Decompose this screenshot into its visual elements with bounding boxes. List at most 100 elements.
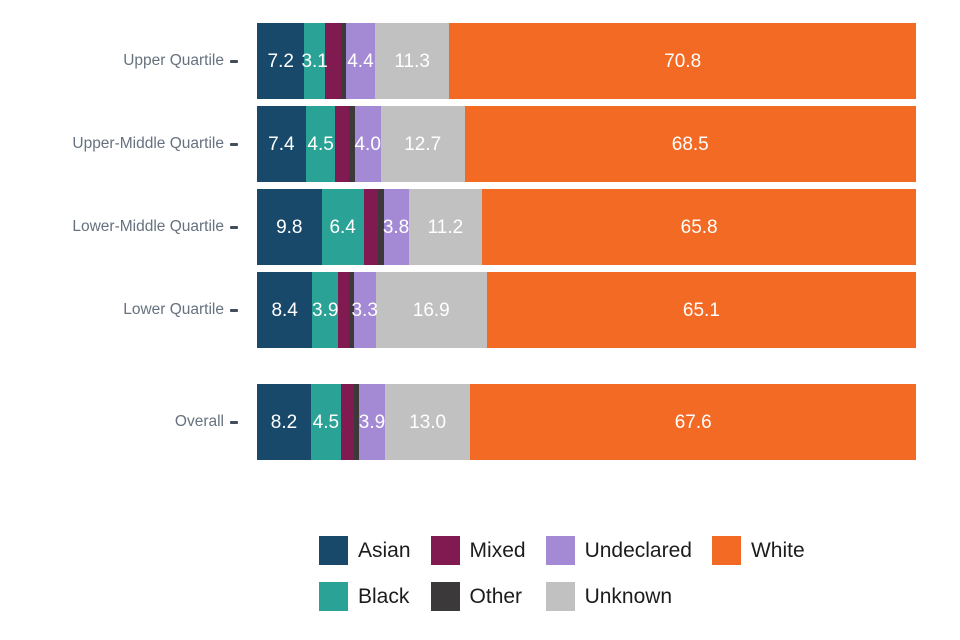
category-label: Lower-Middle Quartile (72, 218, 224, 236)
axis-tick-mark (230, 420, 238, 425)
segment-value-label: 13.0 (409, 411, 447, 433)
bar-row: Lower-Middle Quartile 9.8 6.4 3.8 11.2 65.8 (0, 189, 916, 265)
legend-swatch-unknown (545, 582, 575, 611)
segment-value-label: 4.0 (354, 133, 381, 155)
bar-segment-asian: 7.4 (257, 106, 306, 182)
bar-segment-white: 70.8 (449, 23, 916, 99)
category-label: Upper Quartile (123, 52, 224, 70)
bar-segment-asian: 9.8 (257, 189, 322, 265)
segment-value-label: 68.5 (671, 133, 709, 155)
segment-value-label: 65.1 (682, 299, 720, 321)
axis-tick-mark (230, 225, 238, 230)
bar-segment-undeclared: 3.9 (359, 384, 385, 460)
bar-segment-unknown: 16.9 (375, 272, 487, 348)
stacked-bar: 9.8 6.4 3.8 11.2 65.8 (257, 189, 916, 265)
stacked-bar: 8.2 4.5 3.9 13.0 67.6 (257, 384, 916, 460)
bar-segment-white: 65.1 (486, 272, 916, 348)
segment-value-label: 12.7 (404, 133, 442, 155)
bar-segment-black: 4.5 (311, 384, 341, 460)
bar-segment-other (341, 23, 346, 99)
segment-value-label: 67.6 (674, 411, 712, 433)
segment-value-label: 8.4 (271, 299, 298, 321)
bar-row: Upper Quartile 7.2 3.1 4.4 11.3 70.8 (0, 23, 916, 99)
bar-row: Upper-Middle Quartile 7.4 4.5 4.0 12.7 68.5 (0, 106, 916, 182)
legend-item-black: Black (319, 582, 411, 611)
stacked-bar: 7.2 3.1 4.4 11.3 70.8 (257, 23, 916, 99)
legend-swatch-mixed (430, 536, 460, 565)
bar-segment-undeclared: 3.8 (383, 189, 409, 265)
bar-segment-mixed (324, 23, 342, 99)
legend-label: Black (358, 585, 410, 608)
legend-label: Asian (358, 539, 411, 562)
bar-segment-undeclared: 3.3 (351, 272, 378, 348)
segment-value-label: 70.8 (664, 50, 702, 72)
legend-label: Mixed (469, 539, 526, 562)
category-label: Upper-Middle Quartile (72, 135, 224, 153)
segment-value-label: 3.3 (351, 299, 378, 321)
category-label: Overall (174, 413, 224, 431)
bar-segment-mixed (338, 272, 350, 348)
legend-item-asian: Asian (319, 536, 411, 565)
segment-value-label: 8.2 (270, 411, 298, 433)
legend-swatch-asian (319, 536, 348, 565)
legend-item-white: White (711, 536, 805, 565)
segment-value-label: 11.2 (427, 216, 464, 238)
category-label-box: Upper-Middle Quartile (0, 106, 238, 182)
bar-segment-mixed (335, 106, 350, 182)
axis-tick-mark (230, 308, 238, 313)
legend-item-unknown: Unknown (545, 582, 692, 611)
bar-row: Overall 8.2 4.5 3.9 13.0 67.6 (0, 384, 916, 460)
segment-value-label: 16.9 (412, 299, 450, 321)
segment-value-label: 4.4 (347, 50, 374, 72)
bar-segment-black: 4.5 (305, 106, 336, 182)
segment-value-label: 7.4 (268, 133, 295, 155)
bar-segment-other (349, 106, 355, 182)
legend-item-undeclared: Undeclared (545, 536, 692, 565)
bar-segment-undeclared: 4.0 (354, 106, 381, 182)
axis-tick-mark (230, 142, 238, 147)
legend-item-mixed: Mixed (430, 536, 526, 565)
bar-segment-other (378, 189, 384, 265)
segment-value-label: 3.9 (358, 411, 386, 433)
legend-swatch-other (430, 582, 460, 611)
segment-value-label: 3.9 (311, 299, 339, 321)
legend-label: Undeclared (584, 539, 692, 562)
axis-tick-mark (230, 59, 238, 64)
bar-segment-unknown: 13.0 (384, 384, 471, 460)
bar-segment-undeclared: 4.4 (345, 23, 375, 99)
bar-segment-white: 67.6 (470, 384, 916, 460)
category-label: Lower Quartile (123, 301, 224, 319)
bar-segment-black: 6.4 (321, 189, 364, 265)
bar-segment-mixed (340, 384, 354, 460)
bar-segment-asian: 8.2 (257, 384, 312, 460)
category-label-box: Lower-Middle Quartile (0, 189, 238, 265)
legend-label: Unknown (584, 585, 673, 608)
bar-segment-unknown: 12.7 (380, 106, 465, 182)
bar-segment-black: 3.9 (312, 272, 338, 348)
bar-segment-asian: 7.2 (257, 23, 305, 99)
stacked-bar: 8.4 3.9 3.3 16.9 65.1 (257, 272, 916, 348)
legend-swatch-undeclared (545, 536, 575, 565)
stacked-bar: 7.4 4.5 4.0 12.7 68.5 (257, 106, 916, 182)
legend-swatch-white (711, 536, 741, 565)
segment-value-label: 65.8 (680, 216, 718, 238)
bar-segment-asian: 8.4 (257, 272, 313, 348)
bar-segment-unknown: 11.2 (408, 189, 483, 265)
legend-label: White (750, 539, 805, 562)
segment-value-label: 4.5 (307, 133, 334, 155)
bar-segment-white: 68.5 (464, 106, 916, 182)
bar-segment-black: 3.1 (301, 23, 328, 99)
bar-segment-unknown: 11.3 (374, 23, 450, 99)
bar-segment-mixed (363, 189, 379, 265)
bar-segment-other (349, 272, 354, 348)
category-label-box: Overall (0, 384, 238, 460)
bar-row: Lower Quartile 8.4 3.9 3.3 16.9 65.1 (0, 272, 916, 348)
legend-label: Other (469, 585, 523, 608)
category-label-box: Lower Quartile (0, 272, 238, 348)
segment-value-label: 11.3 (394, 50, 430, 72)
segment-value-label: 9.8 (276, 216, 303, 238)
bar-segment-other (353, 384, 360, 460)
legend: Asian Black Mixed Other Undeclared Unknown Whi… (319, 536, 805, 611)
segment-value-label: 4.5 (312, 411, 340, 433)
